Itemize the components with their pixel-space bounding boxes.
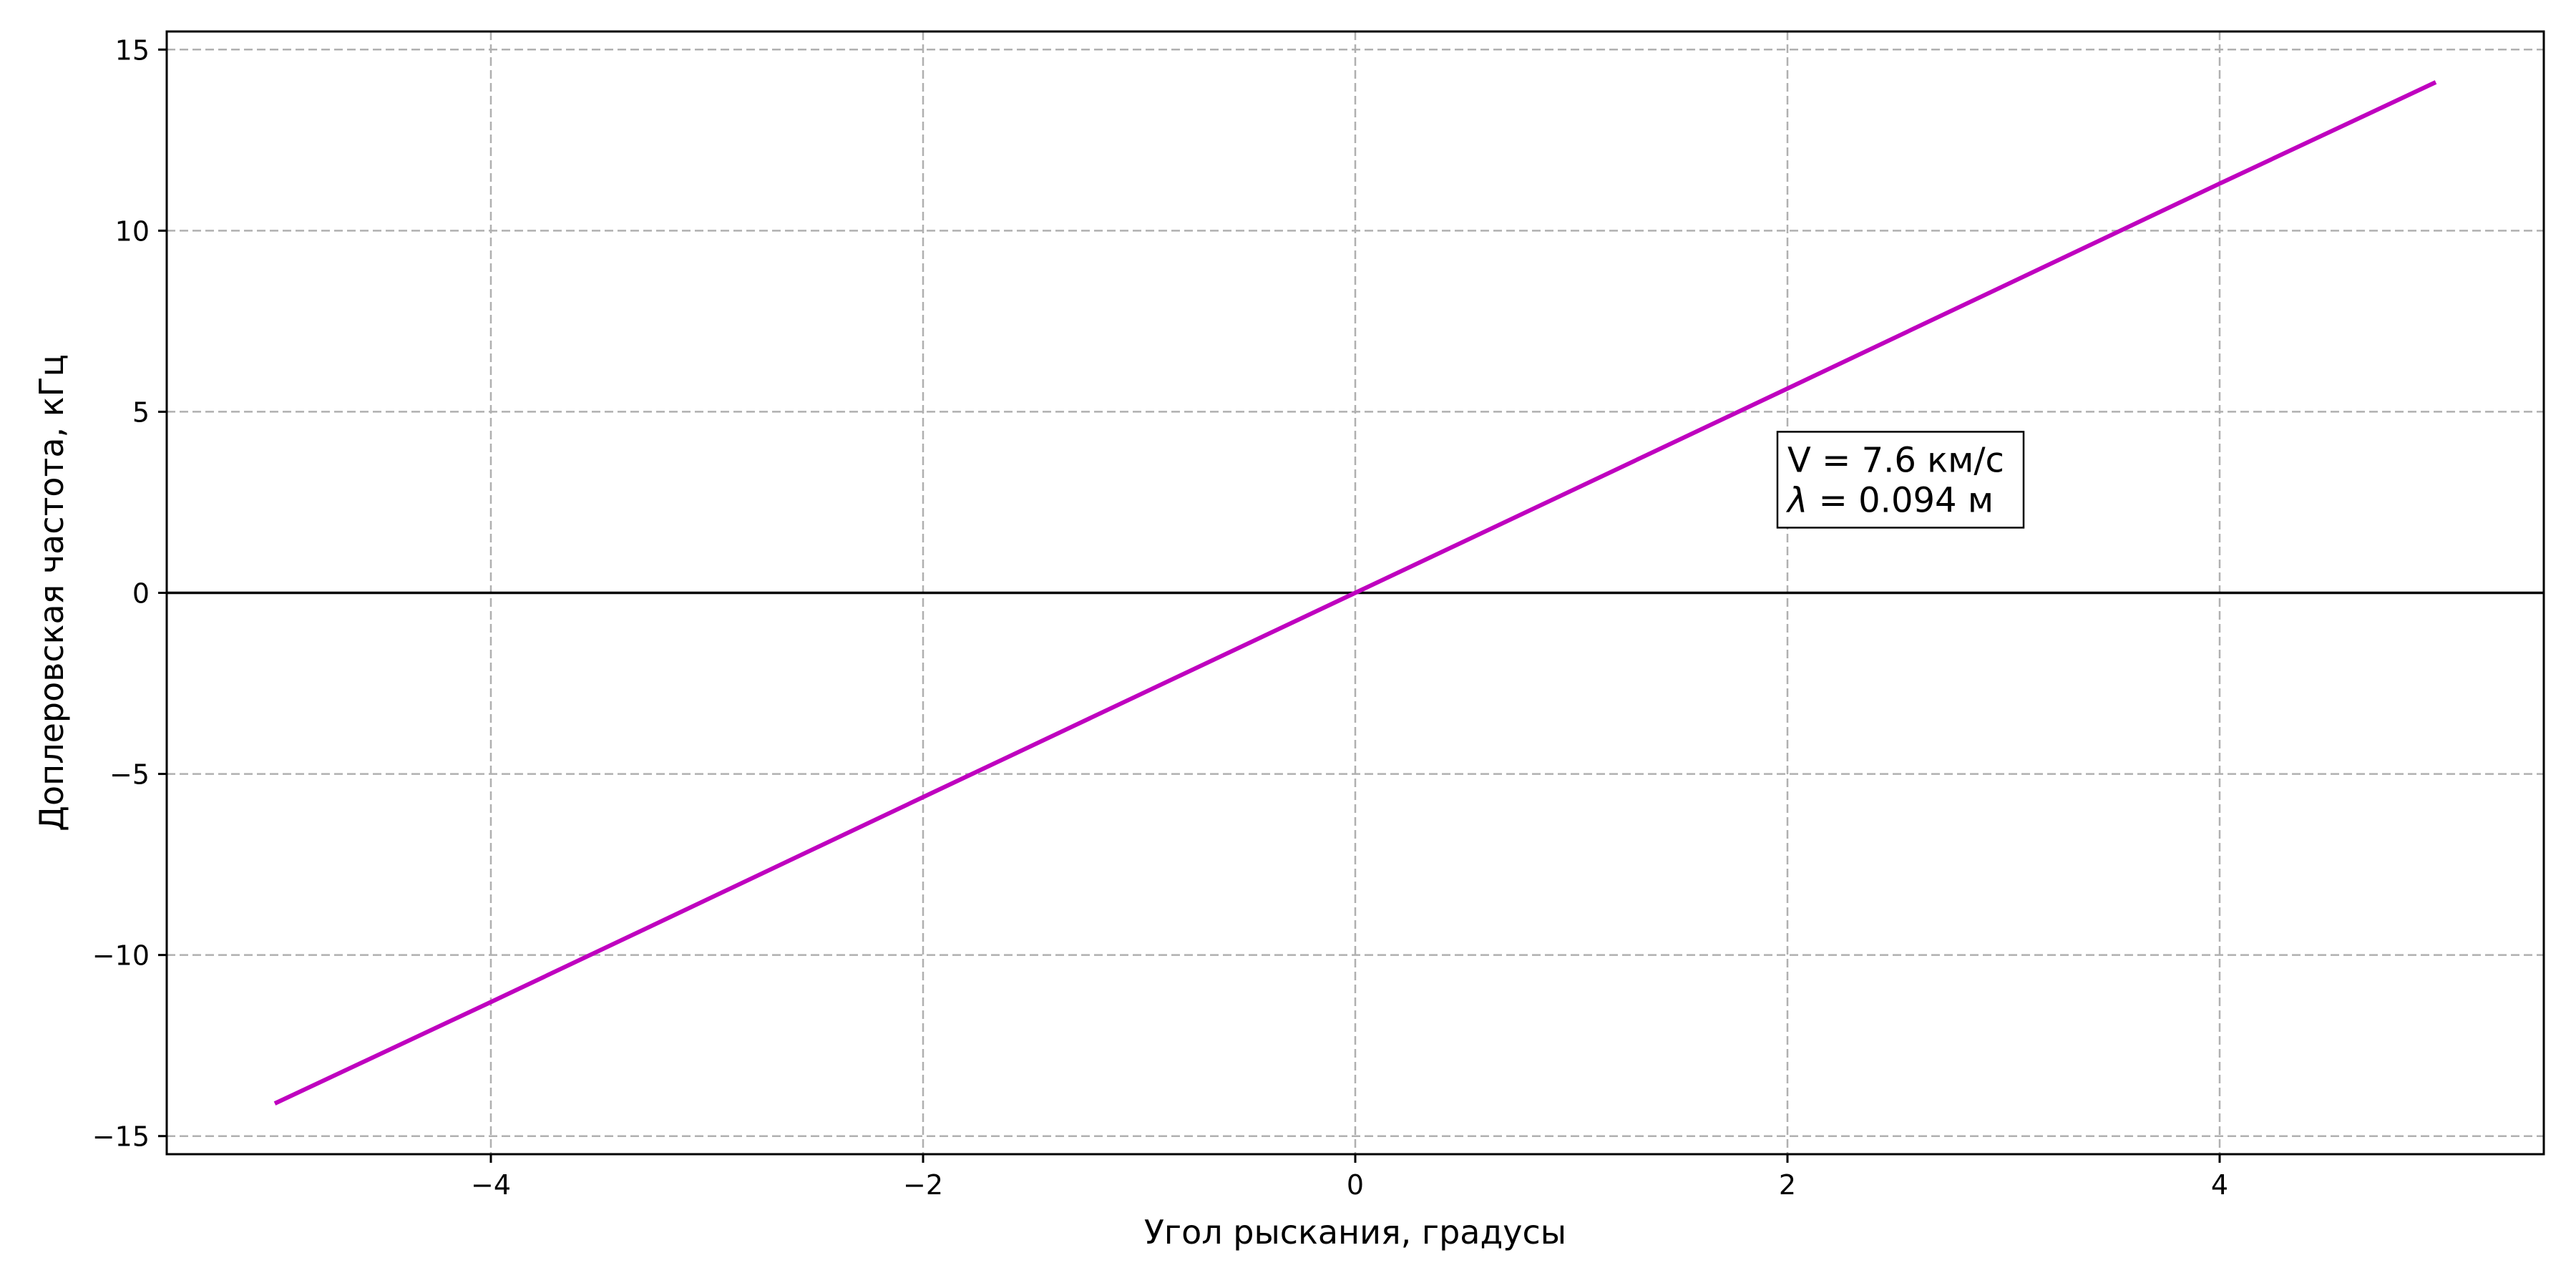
x-tick-label: 4 [2211, 1169, 2228, 1201]
ticks: −4 −2 0 2 4 −15 −10 −5 0 5 10 15 [92, 34, 2228, 1201]
y-tick-label: 10 [115, 215, 150, 247]
series-layer [273, 80, 2437, 1106]
y-tick-label: 15 [115, 34, 150, 66]
x-tick-label: −2 [903, 1169, 943, 1201]
annotation-frame [1776, 431, 2025, 529]
x-axis-label: Угол рыскания, градусы [1144, 1213, 1566, 1252]
series-line [273, 80, 2437, 1106]
annotation-wavelength: λ = 0.094 м [1785, 480, 1994, 520]
x-tick-label: −4 [471, 1169, 511, 1201]
y-tick-label: −15 [92, 1121, 150, 1153]
annotation-velocity: V = 7.6 км/с [1787, 440, 2004, 480]
annotation-lambda-symbol: λ [1785, 480, 1807, 520]
y-tick-label: 5 [132, 396, 150, 428]
x-tick-label: 0 [1347, 1169, 1364, 1201]
x-tick-label: 2 [1779, 1169, 1796, 1201]
annotation-box: V = 7.6 км/с λ = 0.094 м [1776, 431, 2025, 529]
y-axis-label: Доплеровская частота, кГц [32, 354, 71, 831]
y-tick-label: −10 [92, 940, 150, 972]
annotation-lambda-value: = 0.094 м [1807, 480, 1994, 520]
y-tick-label: −5 [109, 759, 150, 791]
y-tick-label: 0 [132, 578, 150, 610]
